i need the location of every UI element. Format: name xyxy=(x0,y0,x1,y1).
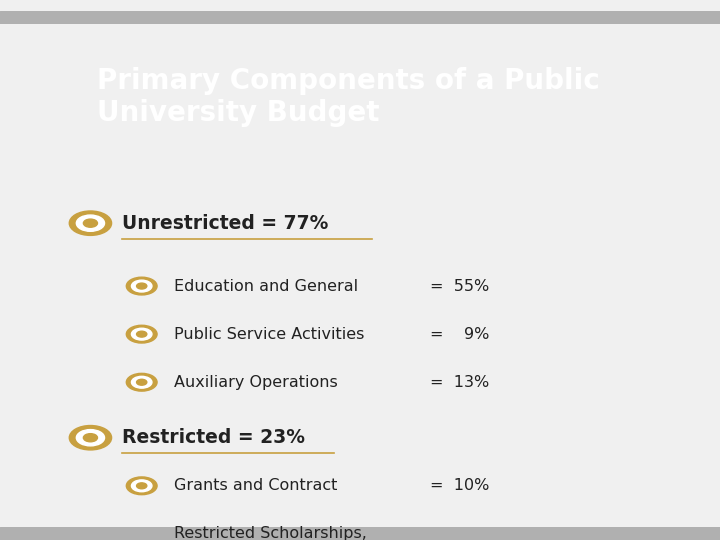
Circle shape xyxy=(132,280,152,292)
Text: Public Service Activities: Public Service Activities xyxy=(174,327,364,342)
Text: Grants and Contract: Grants and Contract xyxy=(174,478,337,494)
Circle shape xyxy=(132,328,152,340)
Circle shape xyxy=(126,373,157,391)
Text: =  10%: = 10% xyxy=(430,478,490,494)
Circle shape xyxy=(126,325,157,343)
Circle shape xyxy=(126,477,157,495)
Text: Auxiliary Operations: Auxiliary Operations xyxy=(174,375,338,390)
Circle shape xyxy=(69,426,112,450)
Circle shape xyxy=(137,379,147,385)
Text: Primary Components of a Public
University Budget: Primary Components of a Public Universit… xyxy=(96,67,600,127)
Circle shape xyxy=(137,283,147,289)
Circle shape xyxy=(137,538,147,540)
Text: Restricted Scholarships,: Restricted Scholarships, xyxy=(174,526,366,540)
Text: =  55%: = 55% xyxy=(430,279,490,294)
Text: Restricted = 23%: Restricted = 23% xyxy=(122,428,305,447)
Circle shape xyxy=(126,277,157,295)
Circle shape xyxy=(132,480,152,492)
Text: =  13%: = 13% xyxy=(430,375,490,390)
Text: Unrestricted = 77%: Unrestricted = 77% xyxy=(122,214,329,233)
Circle shape xyxy=(84,434,97,442)
Circle shape xyxy=(126,532,157,540)
Circle shape xyxy=(132,535,152,540)
Circle shape xyxy=(137,483,147,489)
Circle shape xyxy=(76,430,104,446)
Text: =    9%: = 9% xyxy=(430,327,490,342)
Circle shape xyxy=(76,215,104,231)
Circle shape xyxy=(132,376,152,388)
Text: Education and General: Education and General xyxy=(174,279,358,294)
Circle shape xyxy=(84,219,97,227)
Circle shape xyxy=(69,211,112,235)
Circle shape xyxy=(137,331,147,337)
